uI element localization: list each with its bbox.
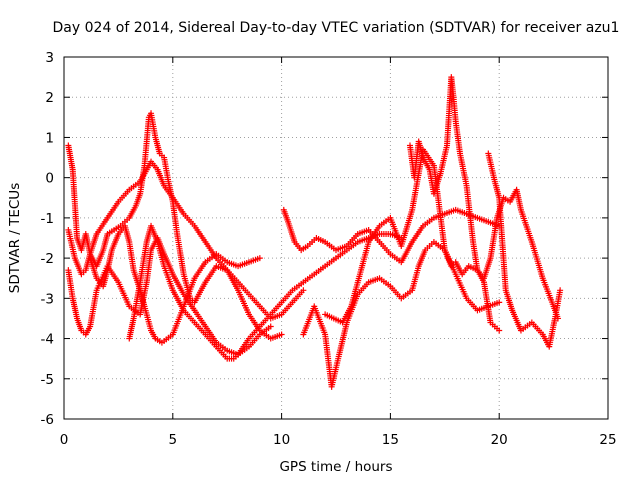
- axis-ticks: 0 5 10 15 20 25 -6 -5 -4 -3 -2 -1 0 1 2 3: [41, 50, 617, 448]
- series-s5: [126, 222, 405, 362]
- series-s3: [65, 110, 285, 342]
- plot-frame: [63, 56, 609, 420]
- y-tick-label: -1: [41, 211, 54, 227]
- series-s8: [322, 146, 503, 334]
- series-s4: [87, 222, 263, 346]
- data-point: [496, 327, 503, 334]
- data-point: [300, 287, 307, 294]
- x-tick-label: 15: [382, 432, 399, 448]
- data-point: [278, 331, 285, 338]
- y-tick-label: -3: [41, 291, 54, 307]
- x-tick-label: 25: [599, 432, 616, 448]
- data-point: [557, 287, 564, 294]
- y-tick-label: -5: [41, 372, 54, 388]
- y-tick-label: -4: [41, 332, 54, 348]
- data-markers: [65, 74, 564, 390]
- series-s6: [280, 206, 503, 266]
- y-axis-label: SDTVAR / TECUs: [7, 183, 23, 293]
- x-tick-label: 10: [273, 432, 290, 448]
- series-s10: [485, 150, 564, 350]
- data-point: [496, 299, 503, 306]
- data-point: [256, 255, 263, 262]
- y-tick-label: 1: [45, 130, 54, 146]
- data-point: [267, 323, 274, 330]
- y-tick-label: 2: [45, 90, 54, 106]
- x-tick-label: 20: [491, 432, 508, 448]
- chart-title: Day 024 of 2014, Sidereal Day-to-day VTE…: [53, 20, 620, 36]
- y-tick-label: -2: [41, 251, 54, 267]
- series-s2: [65, 235, 274, 358]
- y-tick-label: 3: [45, 50, 54, 66]
- x-tick-label: 0: [60, 432, 69, 448]
- x-axis-label: GPS time / hours: [279, 459, 392, 475]
- x-tick-label: 5: [169, 432, 178, 448]
- y-tick-label: 0: [45, 171, 54, 187]
- y-tick-label: -6: [41, 412, 54, 428]
